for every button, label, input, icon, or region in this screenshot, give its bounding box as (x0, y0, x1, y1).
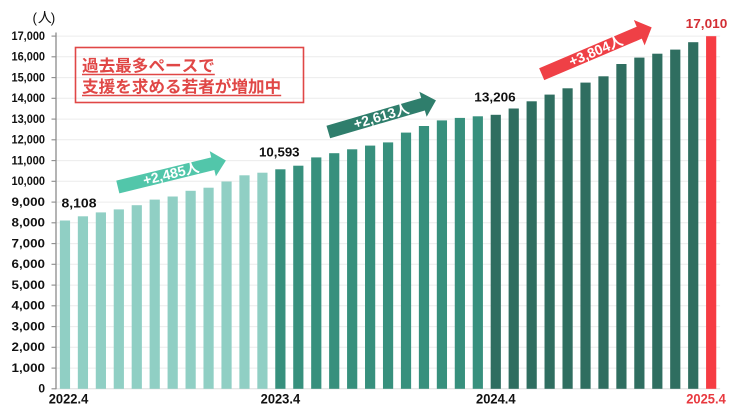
svg-text:7,000: 7,000 (12, 237, 46, 251)
svg-text:17,010: 17,010 (686, 16, 728, 31)
svg-text:(: ( (33, 10, 38, 25)
svg-text:15,000: 15,000 (12, 71, 46, 85)
svg-text:10,000: 10,000 (12, 174, 46, 188)
svg-text:2022.4: 2022.4 (49, 392, 89, 407)
svg-text:16,000: 16,000 (12, 50, 46, 64)
svg-text:2023.4: 2023.4 (261, 392, 301, 407)
svg-text:17,000: 17,000 (12, 29, 46, 43)
svg-text:8,000: 8,000 (12, 216, 46, 230)
svg-text:9,000: 9,000 (12, 195, 46, 209)
svg-text:12,000: 12,000 (12, 133, 46, 147)
svg-text:3,000: 3,000 (12, 320, 46, 334)
svg-text:2024.4: 2024.4 (476, 392, 516, 407)
svg-text:): ) (51, 10, 56, 25)
svg-text:6,000: 6,000 (12, 257, 46, 271)
svg-text:4,000: 4,000 (12, 299, 46, 313)
svg-text:10,593: 10,593 (259, 145, 300, 160)
svg-text:1,000: 1,000 (12, 361, 46, 375)
svg-text:13,206: 13,206 (474, 90, 515, 105)
svg-text:2025.4: 2025.4 (686, 392, 726, 407)
svg-text:8,108: 8,108 (62, 196, 97, 211)
svg-text:5,000: 5,000 (12, 278, 46, 292)
svg-text:11,000: 11,000 (12, 154, 46, 168)
svg-text:2,000: 2,000 (12, 340, 46, 354)
svg-text:14,000: 14,000 (12, 91, 46, 105)
svg-text:0: 0 (38, 382, 45, 396)
svg-text:13,000: 13,000 (12, 112, 46, 126)
